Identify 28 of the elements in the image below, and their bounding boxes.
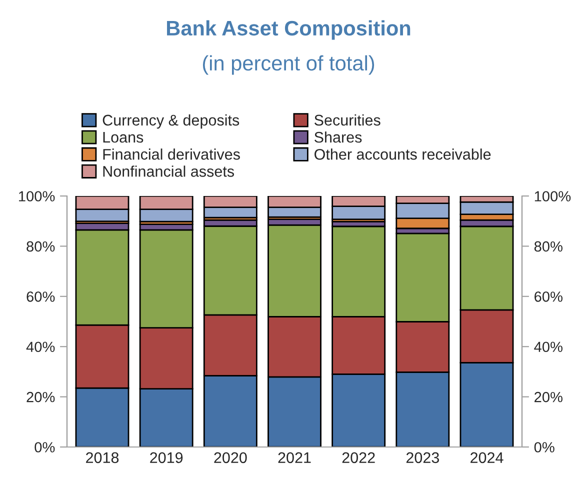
y-tick-label: 80% [26,241,55,252]
x-tick-label: 2024 [470,452,504,464]
x-tick-label: 2018 [86,452,119,464]
y2-tick-label: 100% [534,191,571,202]
y-tick-label: 40% [26,342,55,352]
y-tick-label: 0% [34,442,55,452]
legend-label: Loans [103,132,144,143]
x-tick-label: 2021 [278,452,311,464]
y-tick-label: 60% [26,292,55,302]
legend-label: Currency & deposits [102,114,240,129]
chart-subtitle: (in percent of total) [202,55,374,75]
legend-label: Other accounts receivable [314,148,491,160]
y2-tick-label: 60% [534,292,562,302]
legend-label: Nonfinancial assets [103,166,234,177]
chart-title: Bank Asset Composition [167,20,410,40]
legend-label: Shares [314,131,362,143]
y2-tick-label: 40% [534,342,562,352]
x-tick-label: 2019 [150,452,183,464]
y2-tick-label: 0% [534,442,554,452]
y-tick-label: 20% [26,392,55,402]
y2-tick-label: 80% [534,241,562,252]
x-tick-label: 2022 [342,452,375,464]
legend-label: Financial derivatives [103,148,240,160]
legend-label: Securities [314,114,380,126]
y2-tick-label: 20% [534,392,562,402]
x-tick-label: 2020 [214,452,247,464]
y-tick-label: 100% [19,191,55,202]
x-tick-label: 2023 [406,452,439,464]
